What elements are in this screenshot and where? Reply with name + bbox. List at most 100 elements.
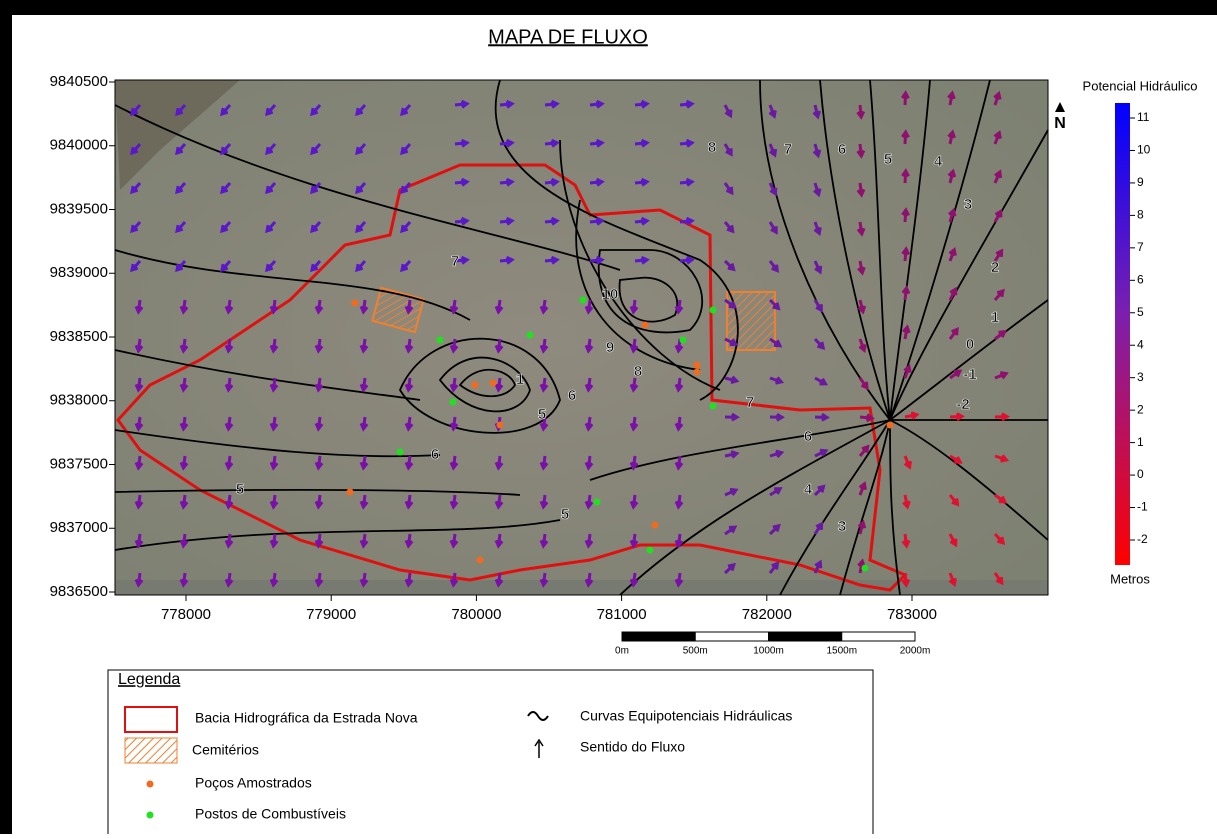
flow-arrow xyxy=(175,104,187,117)
scale-bar-segment xyxy=(694,631,769,642)
flow-arrow xyxy=(589,177,605,187)
flow-arrow xyxy=(355,143,367,156)
fuel-station xyxy=(709,402,717,410)
flow-arrow xyxy=(494,494,504,510)
flow-arrow xyxy=(674,533,684,549)
legend-label: Bacia Hidrográfica da Estrada Nova xyxy=(195,710,418,726)
colorbar xyxy=(1115,103,1130,565)
flow-arrow xyxy=(858,377,869,391)
flow-arrow xyxy=(224,494,234,510)
flow-arrow xyxy=(856,182,866,198)
flow-arrow xyxy=(400,104,412,117)
north-arrow xyxy=(1055,102,1065,112)
flow-arrow xyxy=(904,411,920,420)
contour-label: 5 xyxy=(884,151,892,168)
map-title: MAPA DE FLUXO xyxy=(488,26,648,48)
contour-line xyxy=(889,79,931,421)
flow-arrow xyxy=(359,299,369,315)
flow-arrow xyxy=(314,494,324,510)
flow-arrow xyxy=(993,208,1003,223)
flow-arrow xyxy=(175,260,187,273)
colorbar-tick-label: 4 xyxy=(1137,337,1144,351)
flow-arrow xyxy=(723,104,733,119)
flow-arrow xyxy=(769,376,785,385)
x-tick-label: 782000 xyxy=(742,606,792,623)
contour-line xyxy=(839,419,891,596)
contour-line xyxy=(438,356,531,413)
contour-line xyxy=(819,79,891,421)
flow-arrow xyxy=(449,533,459,549)
flow-arrow xyxy=(359,377,369,393)
contour-label: 3 xyxy=(964,196,972,213)
flow-arrow xyxy=(449,416,459,432)
legend-label: Cemitérios xyxy=(192,742,259,758)
flow-arrow xyxy=(499,99,515,109)
y-tick-label: 9837000 xyxy=(50,519,108,536)
flow-arrow xyxy=(584,455,594,471)
flow-arrow xyxy=(993,90,1002,106)
flow-arrow xyxy=(679,255,695,265)
contour-line xyxy=(597,249,703,334)
contour-label: 8 xyxy=(634,363,642,380)
flow-arrow xyxy=(947,129,956,145)
colorbar-title: Potencial Hidráulico xyxy=(1083,78,1198,93)
flow-arrow xyxy=(539,572,549,588)
flow-arrow xyxy=(948,572,957,587)
flow-arrow xyxy=(901,533,911,549)
flow-arrow xyxy=(494,299,504,315)
contour-label: 3 xyxy=(838,518,846,535)
flow-arrow xyxy=(404,533,414,549)
flow-arrow xyxy=(454,138,470,148)
flow-arrow xyxy=(813,221,822,236)
flow-arrow xyxy=(130,104,142,117)
flow-arrow xyxy=(634,99,650,109)
fuel-station xyxy=(593,498,601,506)
sampled-well xyxy=(489,379,497,387)
flow-arrow xyxy=(359,455,369,471)
flow-arrow xyxy=(265,221,277,234)
flow-arrow xyxy=(220,182,232,195)
flow-arrow xyxy=(134,533,144,549)
flow-arrow xyxy=(224,377,234,393)
legend-label: Postos de Combustíveis xyxy=(195,806,346,822)
contour-label: 6 xyxy=(431,446,439,463)
contour-line xyxy=(618,276,678,323)
colorbar-tick-label: -2 xyxy=(1137,532,1148,546)
flow-arrow xyxy=(314,416,324,432)
flow-arrow xyxy=(314,572,324,588)
legend-label: Poços Amostrados xyxy=(195,775,312,791)
contour-line xyxy=(114,104,621,271)
flow-arrow xyxy=(449,494,459,510)
flow-arrow xyxy=(584,494,594,510)
contour-line xyxy=(494,79,739,401)
contour-label: 6 xyxy=(838,141,846,158)
flow-arrow xyxy=(175,143,187,156)
x-tick-label: 781000 xyxy=(597,606,647,623)
contour-label: 0 xyxy=(966,336,974,353)
flow-arrow xyxy=(629,572,639,588)
scale-bar-segment xyxy=(768,631,843,642)
flow-arrow xyxy=(813,559,823,574)
flow-arrow xyxy=(269,494,279,510)
legend-swatch xyxy=(124,706,178,733)
flow-arrow xyxy=(269,416,279,432)
flow-arrow xyxy=(404,377,414,393)
flow-arrow xyxy=(814,412,830,422)
fuel-station xyxy=(436,336,444,344)
flow-arrow xyxy=(858,481,867,496)
flow-arrow xyxy=(724,487,739,497)
flow-arrow xyxy=(948,327,959,340)
flow-arrow xyxy=(265,104,277,117)
flow-arrow xyxy=(544,255,560,265)
flow-arrow xyxy=(539,338,549,354)
flow-arrow xyxy=(404,455,414,471)
flow-arrow xyxy=(629,455,639,471)
colorbar-tick-label: 9 xyxy=(1137,175,1144,189)
legend-title: Legenda xyxy=(118,671,180,688)
contour-label: -1 xyxy=(963,366,976,383)
colorbar-tick-label: 0 xyxy=(1137,467,1144,481)
flow-arrow xyxy=(629,494,639,510)
flow-arrow xyxy=(947,168,957,184)
flow-arrow xyxy=(220,104,232,117)
